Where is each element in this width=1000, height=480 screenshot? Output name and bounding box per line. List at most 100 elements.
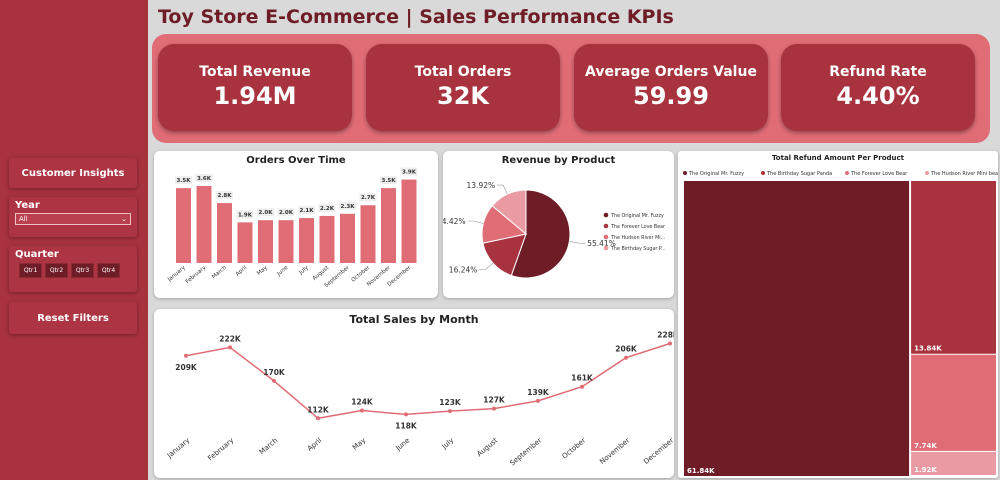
kpi-card-average-order-value: Average Orders Value 59.99: [574, 44, 768, 131]
bar: [360, 205, 376, 263]
line-point: [668, 341, 672, 346]
data-label-bg: [298, 206, 315, 215]
kpi-value: 32K: [437, 82, 489, 110]
orders-bar-chart: 3.5KJanuary3.6KFebruary2.8KMarch1.9KApri…: [166, 167, 418, 289]
quarter-button-q3[interactable]: Qtr3: [71, 263, 94, 278]
chart-title: Orders Over Time: [246, 155, 346, 166]
x-tick-label: April: [235, 265, 249, 278]
data-label: 139K: [527, 388, 550, 397]
line-point: [184, 353, 188, 358]
bar: [196, 185, 212, 263]
x-tick-label: December: [642, 436, 674, 466]
data-label-bg: [277, 208, 295, 217]
line-point: [228, 345, 232, 350]
legend-marker: [683, 171, 687, 175]
data-label: 170K: [263, 368, 286, 377]
total-sales-by-month-card: Total Sales by Month 209K January 222K Febr…: [154, 309, 674, 478]
x-tick-label: September: [508, 436, 543, 467]
data-label: 112K: [307, 405, 330, 414]
line-point: [404, 412, 408, 417]
x-tick-label: March: [211, 265, 228, 281]
kpi-value: 1.94M: [213, 82, 297, 110]
bar: [278, 220, 294, 263]
x-tick-label: February: [185, 264, 208, 285]
quarter-label: Quarter: [15, 249, 59, 260]
data-label-bg: [195, 173, 213, 182]
reset-filters-button[interactable]: Reset Filters: [9, 302, 137, 334]
data-label: 2.7K: [361, 195, 376, 201]
bar: [237, 222, 253, 263]
pie-leader-line: [569, 241, 586, 244]
legend-marker: [925, 171, 929, 175]
legend-label: The Forever Love Bear: [850, 171, 908, 177]
line-point: [448, 409, 452, 414]
legend-marker: [845, 171, 849, 175]
data-label: 228K: [657, 331, 674, 340]
year-label: Year: [15, 200, 40, 211]
treemap-label: 1.92K: [914, 466, 937, 474]
x-tick-label: July: [440, 436, 456, 451]
bar: [176, 188, 191, 263]
treemap-label: 13.84K: [914, 345, 942, 353]
year-value: All: [19, 215, 28, 223]
data-label: 118K: [395, 421, 418, 430]
data-label-bg: [359, 193, 377, 202]
x-tick-label: February: [206, 436, 235, 462]
x-tick-label: October: [561, 436, 588, 460]
line-point: [272, 378, 276, 383]
chevron-down-icon: ⌄: [121, 215, 127, 223]
line-point: [580, 384, 584, 389]
data-label-bg: [175, 176, 192, 185]
x-tick-label: March: [258, 436, 279, 456]
customer-insights-button[interactable]: Customer Insights: [9, 158, 137, 188]
quarter-button-q2[interactable]: Qtr2: [45, 263, 68, 278]
data-label: 2.3K: [340, 204, 355, 210]
quarter-button-q1[interactable]: Qtr1: [19, 263, 42, 278]
data-label: 2.0K: [258, 210, 273, 216]
kpi-label: Total Revenue: [199, 64, 311, 80]
kpi-card-total-revenue: Total Revenue 1.94M: [158, 44, 352, 131]
pie-slice: [491, 189, 527, 236]
year-dropdown[interactable]: All ⌄: [15, 213, 131, 225]
refund-treemap-card: Total Refund Amount Per Product The Orig…: [678, 151, 998, 478]
kpi-panel: Total Revenue 1.94M Total Orders 32K Ave…: [152, 34, 990, 143]
data-label-bg: [236, 210, 254, 219]
kpi-value: 59.99: [633, 82, 709, 110]
line-point: [492, 406, 496, 411]
line-point: [536, 398, 540, 403]
legend-label: The Forever Love Bear: [610, 224, 665, 230]
data-label: 3.6K: [197, 176, 212, 182]
data-label: 3.5K: [176, 178, 191, 184]
x-tick-label: June: [394, 436, 412, 453]
orders-over-time-card: Orders Over Time 3.5K January 3.6K February…: [154, 151, 438, 298]
treemap-cell: [911, 354, 996, 451]
bar: [258, 220, 273, 263]
data-label: 124K: [351, 398, 374, 407]
data-label: 2.2K: [320, 206, 335, 212]
treemap-label: 7.74K: [914, 442, 937, 450]
year-slicer: Year All ⌄: [9, 197, 137, 237]
pie-data-label: 16.24%: [449, 266, 478, 275]
data-label: 222K: [219, 334, 242, 343]
data-label-bg: [339, 201, 356, 210]
legend-marker: [603, 234, 609, 240]
legend-label: The Hudson River Mi...: [610, 235, 665, 241]
data-label: 3.9K: [402, 170, 417, 176]
quarter-button-q4[interactable]: Qtr4: [97, 263, 120, 278]
data-label: 1.9K: [238, 212, 253, 218]
x-tick-label: April: [306, 436, 323, 452]
pie-leader-line: [467, 220, 484, 224]
bar: [401, 179, 417, 263]
treemap-label: 61.84K: [687, 467, 715, 475]
chart-title: Revenue by Product: [501, 155, 616, 166]
sales-line: [185, 342, 671, 420]
data-label: 127K: [483, 396, 506, 405]
kpi-label: Average Orders Value: [585, 64, 757, 80]
data-label-bg: [257, 208, 274, 217]
line-point: [360, 408, 364, 413]
bar: [319, 215, 335, 263]
legend-label: The Original Mr. Fuzzy: [610, 213, 664, 219]
legend-label: The Birthday Sugar Panda: [766, 171, 832, 177]
sales-line-chart: 209K January 222K February 170K March 112K Apri…: [165, 331, 674, 468]
kpi-label: Total Orders: [414, 64, 512, 80]
